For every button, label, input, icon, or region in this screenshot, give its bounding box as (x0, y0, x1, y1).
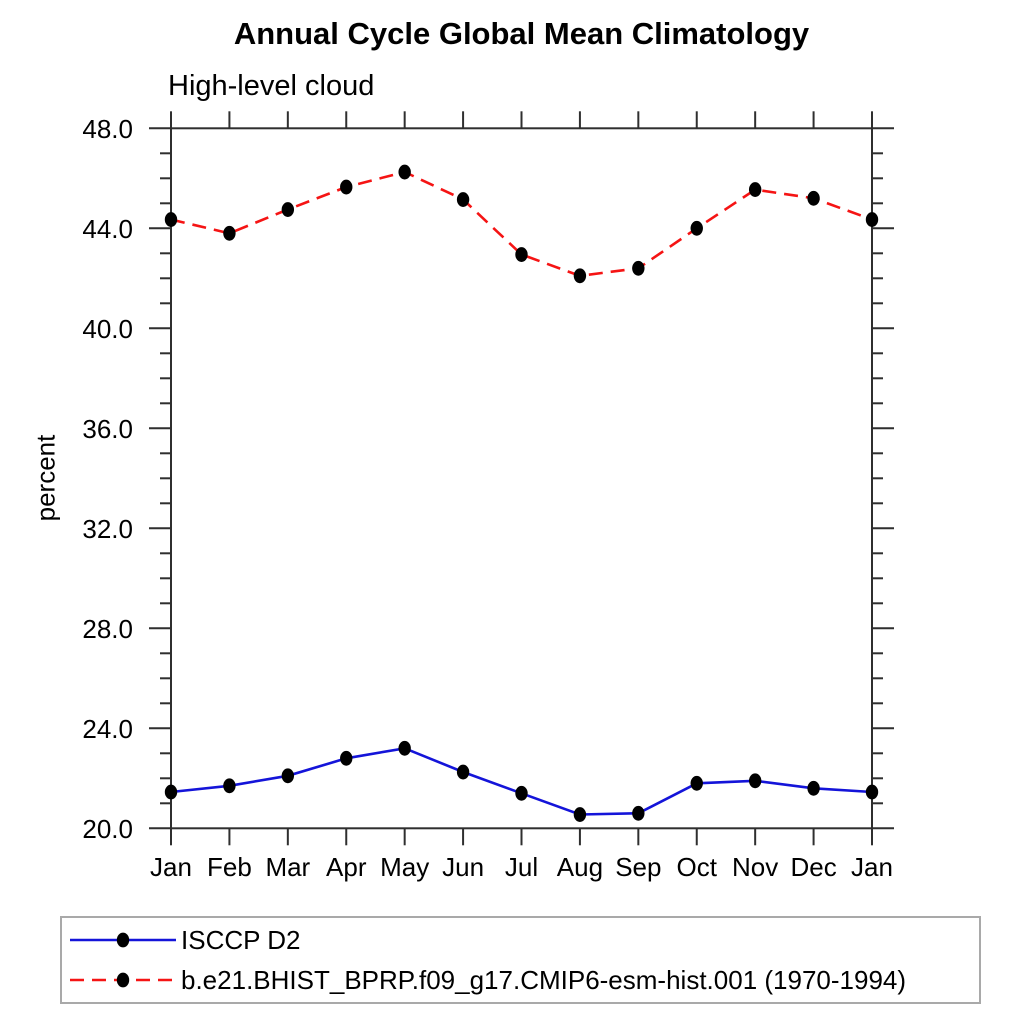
x-tick-label: Feb (207, 852, 252, 882)
data-point-marker (807, 780, 820, 796)
data-point-marker (573, 268, 587, 284)
series-line-isccp (170, 746, 873, 816)
x-tick-label: Oct (677, 852, 718, 882)
x-tick-label: Apr (326, 852, 367, 882)
x-tick-label: Jan (851, 852, 893, 882)
data-point-marker (456, 192, 470, 207)
x-tick-label: May (380, 852, 429, 882)
data-point-marker (398, 164, 411, 180)
data-point-marker (340, 179, 353, 195)
data-point-marker (690, 775, 703, 791)
data-point-marker (515, 247, 528, 262)
legend-row-isccp: ISCCP D2 (68, 920, 979, 960)
data-point-marker (690, 220, 703, 236)
x-tick-label: Jun (442, 852, 484, 882)
data-point-marker (515, 785, 528, 801)
y-tick-label: 28.0 (82, 614, 133, 644)
legend-line-sample-isccp (70, 932, 176, 948)
x-tick-label: Aug (557, 852, 603, 882)
legend-box: ISCCP D2 b.e21.BHIST_BPRP.f09_g17.CMIP6-… (60, 916, 981, 1004)
data-point-marker (807, 190, 820, 206)
data-point-marker (281, 202, 295, 217)
legend-label-model: b.e21.BHIST_BPRP.f09_g17.CMIP6-esm-hist.… (181, 964, 907, 995)
data-point-marker (748, 773, 762, 789)
data-point-marker (632, 805, 645, 821)
data-point-marker (340, 750, 353, 766)
chart-subtitle: High-level cloud (168, 70, 375, 102)
plot-frame (170, 127, 873, 830)
data-point-marker (164, 784, 178, 800)
x-tick-label: Jan (150, 852, 192, 882)
data-point-marker (748, 182, 762, 197)
y-tick-label: 44.0 (82, 214, 133, 244)
y-tick-label: 36.0 (82, 414, 133, 444)
x-tick-label: Nov (732, 852, 778, 882)
y-tick-label: 24.0 (82, 714, 133, 744)
data-point-marker (223, 225, 236, 241)
data-point-marker (573, 807, 587, 822)
x-tick-label: Mar (265, 852, 310, 882)
data-point-marker (865, 784, 879, 800)
legend-label-isccp: ISCCP D2 (181, 924, 301, 955)
y-tick-label: 48.0 (82, 114, 133, 144)
x-tick-label: Dec (790, 852, 836, 882)
data-point-marker (456, 764, 470, 780)
data-point-marker (223, 778, 236, 794)
legend-row-model: b.e21.BHIST_BPRP.f09_g17.CMIP6-esm-hist.… (68, 960, 979, 1000)
data-point-marker (281, 768, 295, 784)
legend-sample-marker (116, 932, 130, 948)
x-tick-label: Jul (505, 852, 538, 882)
chart-title: Annual Cycle Global Mean Climatology (233, 16, 810, 51)
y-tick-label: 20.0 (82, 814, 133, 844)
data-point-marker (398, 740, 411, 756)
data-point-marker (164, 212, 178, 227)
legend-line-sample-model (70, 972, 176, 988)
data-point-marker (865, 212, 879, 227)
legend-sample-marker (116, 972, 130, 988)
y-tick-label: 40.0 (82, 314, 133, 344)
data-point-marker (632, 260, 645, 276)
y-tick-label: 32.0 (82, 514, 133, 544)
x-tick-label: Sep (615, 852, 661, 882)
